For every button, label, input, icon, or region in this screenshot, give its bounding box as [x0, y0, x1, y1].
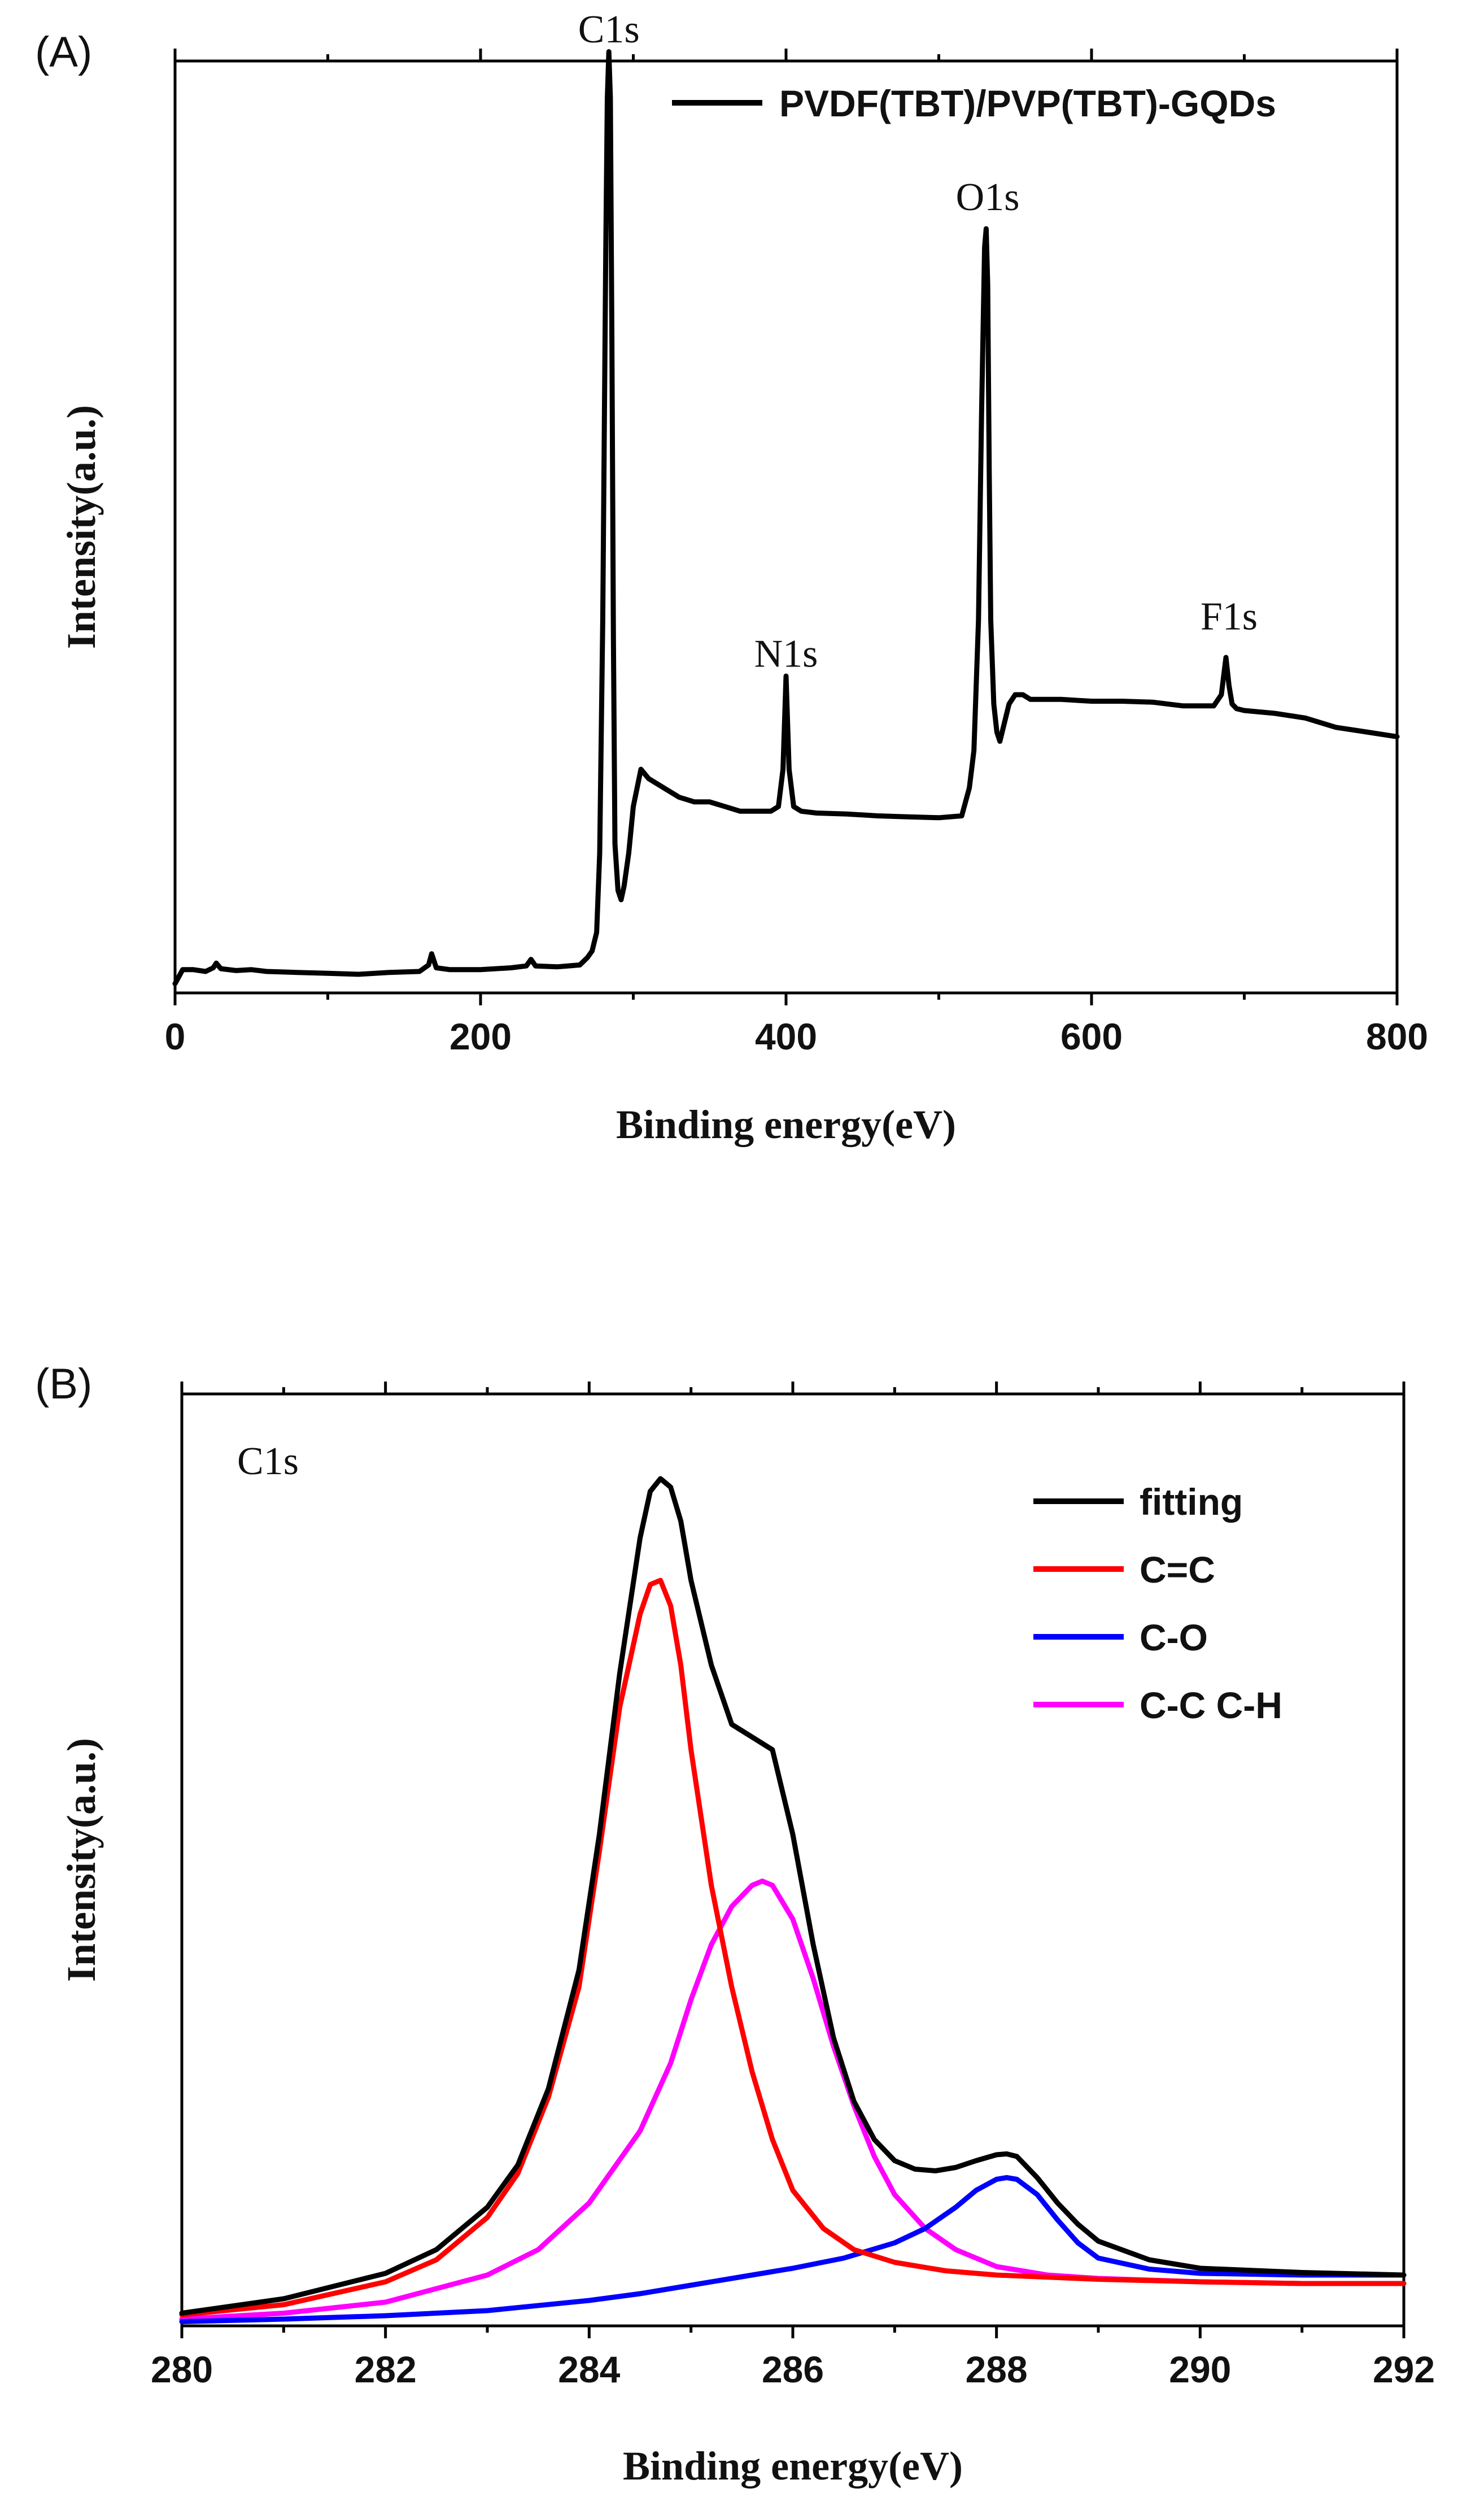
panel-b-x-axis-title: Binding energy(eV) — [623, 2443, 963, 2489]
a-x-tick-label: 200 — [449, 1016, 512, 1057]
panel-a-peak-labels: C1s N1s O1s F1s — [578, 8, 1258, 676]
panel-a-y-axis-title: Intensity(a.u.) — [59, 405, 104, 649]
panel-a-x-tick-labels: 0 200 400 600 800 — [165, 1016, 1428, 1057]
legend-label-pvdf: PVDF(TBT)/PVP(TBT)-GQDs — [779, 82, 1276, 124]
panel-a: (A) 0 200 400 600 800 C1s N1s O1s F1s PVDF(TBT)… — [35, 8, 1428, 1147]
panel-a-spectrum-line — [172, 49, 1400, 986]
panel-a-letter: (A) — [35, 28, 92, 76]
panel-a-legend: PVDF(TBT)/PVP(TBT)-GQDs — [672, 82, 1276, 124]
b-x-tick-label: 280 — [151, 2348, 213, 2390]
a-x-tick-label: 600 — [1060, 1016, 1123, 1057]
legend-label-c-c-c-h: C-C C-H — [1140, 1684, 1282, 1726]
peak-label-c1s: C1s — [578, 8, 640, 51]
peak-label-o1s: O1s — [956, 176, 1020, 219]
b-x-tick-label: 286 — [762, 2348, 824, 2390]
legend-label-fitting: fitting — [1140, 1481, 1243, 1523]
panel-b-c-c-c-h-line — [179, 1879, 1407, 2322]
panel-b-letter: (B) — [35, 1360, 92, 1408]
b-x-tick-label: 284 — [558, 2348, 620, 2390]
legend-label-c-eq-c: C=C — [1140, 1549, 1215, 1590]
panel-b-x-ticks — [180, 1382, 1406, 2338]
panel-a-x-axis-title: Binding energy(eV) — [616, 1102, 956, 1147]
peak-label-f1s: F1s — [1201, 595, 1258, 639]
peak-label-n1s: N1s — [754, 633, 818, 676]
b-x-tick-label: 282 — [355, 2348, 417, 2390]
a-x-tick-label: 400 — [755, 1016, 817, 1057]
b-x-tick-label: 288 — [966, 2348, 1028, 2390]
legend-label-c-o: C-O — [1140, 1616, 1208, 1658]
panel-b: (B) C1s 280 282 284 286 288 290 292 fitting C=… — [35, 1360, 1435, 2489]
panel-b-c1s-label: C1s — [237, 1440, 299, 1483]
b-x-tick-label: 290 — [1169, 2348, 1231, 2390]
panel-b-legend: fitting C=C C-O C-C C-H — [1033, 1481, 1282, 1726]
panel-b-fitting-line — [179, 1476, 1407, 2316]
panel-b-x-tick-labels: 280 282 284 286 288 290 292 — [151, 2348, 1435, 2390]
panel-b-y-axis-title: Intensity(a.u.) — [59, 1738, 104, 1982]
b-x-tick-label: 292 — [1373, 2348, 1435, 2390]
panel-b-c-o-line — [179, 2175, 1407, 2324]
panel-a-plot-frame — [173, 59, 1399, 995]
a-x-tick-label: 800 — [1366, 1016, 1428, 1057]
panel-b-c-eq-c-line — [179, 1578, 1407, 2317]
a-x-tick-label: 0 — [165, 1016, 186, 1057]
panel-a-x-ticks — [173, 49, 1399, 1005]
